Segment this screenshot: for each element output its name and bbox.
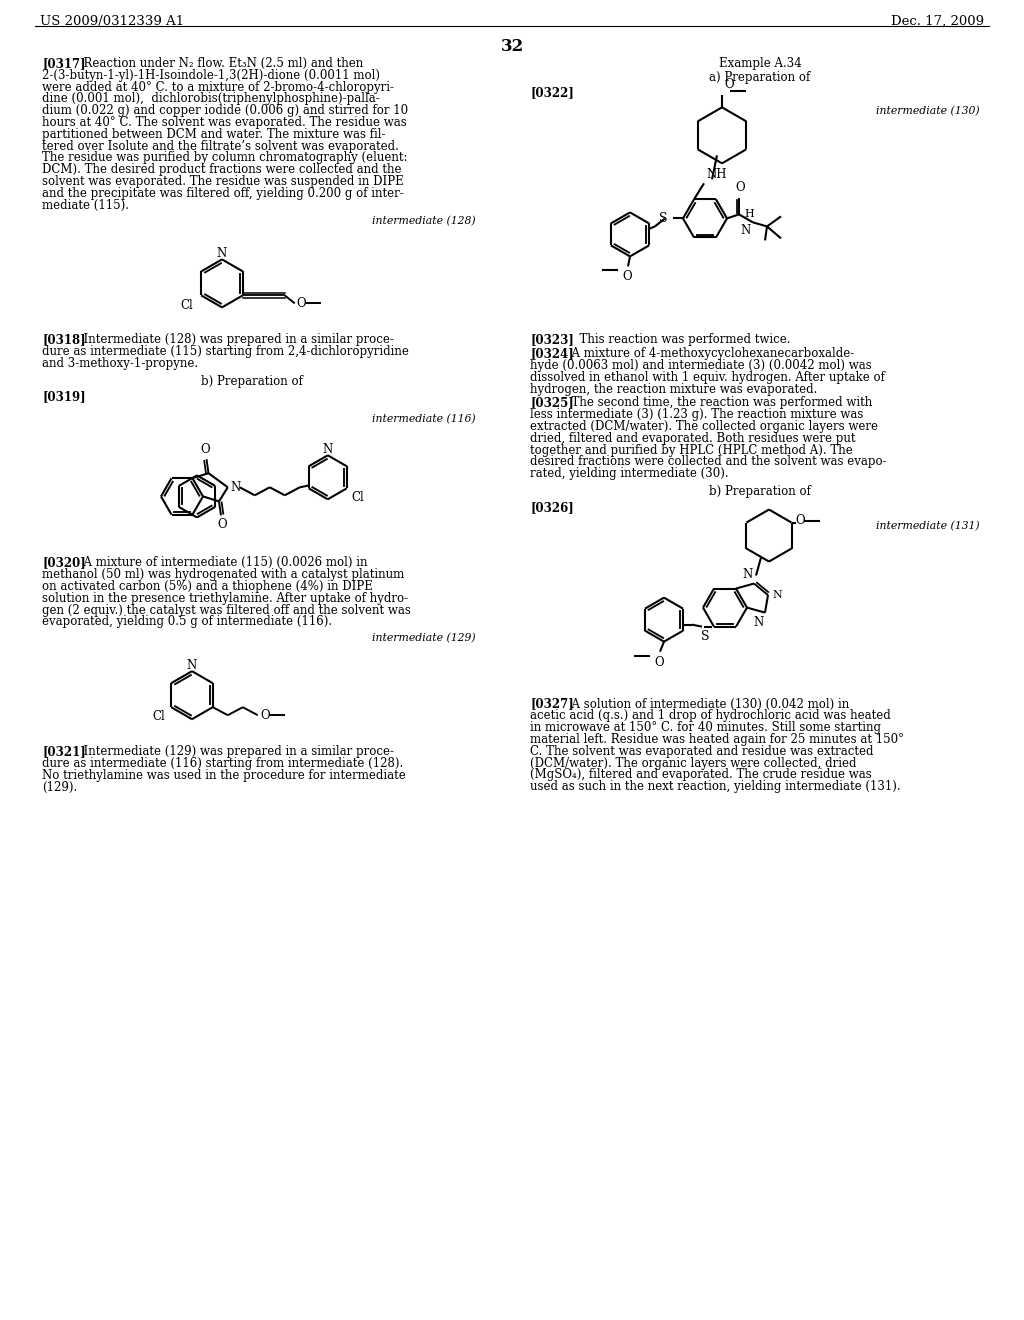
Text: 32: 32 [501, 38, 523, 55]
Text: [0321]: [0321] [42, 746, 86, 758]
Text: H: H [744, 210, 754, 219]
Text: O: O [217, 519, 226, 532]
Text: Intermediate (129) was prepared in a similar proce-: Intermediate (129) was prepared in a sim… [76, 746, 393, 758]
Text: intermediate (116): intermediate (116) [372, 414, 475, 425]
Text: The residue was purified by column chromatography (eluent:: The residue was purified by column chrom… [42, 152, 408, 165]
Text: NH: NH [706, 169, 726, 181]
Text: O: O [735, 181, 744, 194]
Text: (129).: (129). [42, 780, 77, 793]
Text: [0325]: [0325] [530, 396, 573, 409]
Text: desired fractions were collected and the solvent was evapo-: desired fractions were collected and the… [530, 455, 887, 469]
Text: rated, yielding intermediate (30).: rated, yielding intermediate (30). [530, 467, 729, 480]
Text: were added at 40° C. to a mixture of 2-bromo-4-chloropyri-: were added at 40° C. to a mixture of 2-b… [42, 81, 394, 94]
Text: This reaction was performed twice.: This reaction was performed twice. [572, 334, 791, 346]
Text: [0327]: [0327] [530, 697, 573, 710]
Text: Intermediate (128) was prepared in a similar proce-: Intermediate (128) was prepared in a sim… [76, 334, 393, 346]
Text: DCM). The desired product fractions were collected and the: DCM). The desired product fractions were… [42, 164, 401, 176]
Text: [0322]: [0322] [530, 87, 573, 99]
Text: N: N [217, 247, 227, 260]
Text: (DCM/water). The organic layers were collected, dried: (DCM/water). The organic layers were col… [530, 756, 856, 770]
Text: intermediate (128): intermediate (128) [372, 216, 475, 227]
Text: and 3-methoxy-1-propyne.: and 3-methoxy-1-propyne. [42, 356, 198, 370]
Text: dried, filtered and evaporated. Both residues were put: dried, filtered and evaporated. Both res… [530, 432, 855, 445]
Text: O: O [297, 297, 306, 310]
Text: Cl: Cl [153, 710, 165, 723]
Text: (MgSO₄), filtered and evaporated. The crude residue was: (MgSO₄), filtered and evaporated. The cr… [530, 768, 871, 781]
Text: b) Preparation of: b) Preparation of [709, 484, 811, 498]
Text: acetic acid (q.s.) and 1 drop of hydrochloric acid was heated: acetic acid (q.s.) and 1 drop of hydroch… [530, 709, 891, 722]
Text: [0318]: [0318] [42, 334, 86, 346]
Text: N: N [230, 480, 241, 494]
Text: and the precipitate was filtered off, yielding 0.200 g of inter-: and the precipitate was filtered off, yi… [42, 187, 403, 199]
Text: [0317]: [0317] [42, 57, 86, 70]
Text: dissolved in ethanol with 1 equiv. hydrogen. After uptake of: dissolved in ethanol with 1 equiv. hydro… [530, 371, 885, 384]
Text: solvent was evaporated. The residue was suspended in DIPE: solvent was evaporated. The residue was … [42, 176, 403, 187]
Text: in microwave at 150° C. for 40 minutes. Still some starting: in microwave at 150° C. for 40 minutes. … [530, 721, 881, 734]
Text: US 2009/0312339 A1: US 2009/0312339 A1 [40, 15, 184, 28]
Text: less intermediate (3) (1.23 g). The reaction mixture was: less intermediate (3) (1.23 g). The reac… [530, 408, 863, 421]
Text: together and purified by HPLC (HPLC method A). The: together and purified by HPLC (HPLC meth… [530, 444, 853, 457]
Text: Dec. 17, 2009: Dec. 17, 2009 [891, 15, 984, 28]
Text: intermediate (129): intermediate (129) [372, 634, 475, 644]
Text: 2-(3-butyn-1-yl)-1H-Isoindole-1,3(2H)-dione (0.0011 mol): 2-(3-butyn-1-yl)-1H-Isoindole-1,3(2H)-di… [42, 69, 380, 82]
Text: material left. Residue was heated again for 25 minutes at 150°: material left. Residue was heated again … [530, 733, 904, 746]
Text: S: S [659, 213, 668, 224]
Text: a) Preparation of: a) Preparation of [710, 71, 811, 83]
Text: extracted (DCM/water). The collected organic layers were: extracted (DCM/water). The collected org… [530, 420, 878, 433]
Text: [0324]: [0324] [530, 347, 573, 360]
Text: solution in the presence triethylamine. After uptake of hydro-: solution in the presence triethylamine. … [42, 591, 409, 605]
Text: hydrogen, the reaction mixture was evaporated.: hydrogen, the reaction mixture was evapo… [530, 383, 817, 396]
Text: A solution of intermediate (130) (0.042 mol) in: A solution of intermediate (130) (0.042 … [563, 697, 849, 710]
Text: O: O [623, 271, 632, 284]
Text: intermediate (130): intermediate (130) [877, 107, 980, 116]
Text: [0320]: [0320] [42, 557, 86, 569]
Text: N: N [323, 442, 333, 455]
Text: O: O [654, 656, 664, 669]
Text: Cl: Cl [352, 491, 365, 504]
Text: A mixture of intermediate (115) (0.0026 mol) in: A mixture of intermediate (115) (0.0026 … [76, 557, 367, 569]
Text: dure as intermediate (116) starting from intermediate (128).: dure as intermediate (116) starting from… [42, 756, 403, 770]
Text: hyde (0.0063 mol) and intermediate (3) (0.0042 mol) was: hyde (0.0063 mol) and intermediate (3) (… [530, 359, 871, 372]
Text: dium (0.022 g) and copper iodide (0.006 g) and stirred for 10: dium (0.022 g) and copper iodide (0.006 … [42, 104, 409, 117]
Text: on activated carbon (5%) and a thiophene (4%) in DIPE: on activated carbon (5%) and a thiophene… [42, 579, 373, 593]
Text: gen (2 equiv.) the catalyst was filtered off and the solvent was: gen (2 equiv.) the catalyst was filtered… [42, 603, 411, 616]
Text: intermediate (131): intermediate (131) [877, 520, 980, 531]
Text: C. The solvent was evaporated and residue was extracted: C. The solvent was evaporated and residu… [530, 744, 873, 758]
Text: N: N [742, 568, 753, 581]
Text: O: O [796, 513, 805, 527]
Text: [0326]: [0326] [530, 500, 573, 513]
Text: mediate (115).: mediate (115). [42, 198, 129, 211]
Text: [0319]: [0319] [42, 391, 86, 404]
Text: b) Preparation of: b) Preparation of [201, 375, 303, 388]
Text: Cl: Cl [180, 300, 194, 313]
Text: No triethylamine was used in the procedure for intermediate: No triethylamine was used in the procedu… [42, 768, 406, 781]
Text: [0323]: [0323] [530, 334, 573, 346]
Text: A mixture of 4-methoxycyclohexanecarboxalde-: A mixture of 4-methoxycyclohexanecarboxa… [563, 347, 854, 360]
Text: partitioned between DCM and water. The mixture was fil-: partitioned between DCM and water. The m… [42, 128, 385, 141]
Text: O: O [724, 78, 733, 91]
Text: S: S [700, 630, 709, 643]
Text: used as such in the next reaction, yielding intermediate (131).: used as such in the next reaction, yield… [530, 780, 901, 793]
Text: dure as intermediate (115) starting from 2,4-dichloropyridine: dure as intermediate (115) starting from… [42, 346, 409, 358]
Text: Reaction under N₂ flow. Et₃N (2.5 ml) and then: Reaction under N₂ flow. Et₃N (2.5 ml) an… [76, 57, 362, 70]
Text: O: O [261, 709, 270, 722]
Text: O: O [201, 444, 210, 457]
Text: methanol (50 ml) was hydrogenated with a catalyst platinum: methanol (50 ml) was hydrogenated with a… [42, 568, 404, 581]
Text: N: N [740, 224, 751, 238]
Text: The second time, the reaction was performed with: The second time, the reaction was perfor… [563, 396, 871, 409]
Text: tered over Isolute and the filtrate’s solvent was evaporated.: tered over Isolute and the filtrate’s so… [42, 140, 399, 153]
Text: N: N [186, 659, 198, 672]
Text: N: N [772, 590, 781, 601]
Text: N: N [754, 615, 764, 628]
Text: dine (0.001 mol),  dichlorobis(triphenylphosphine)-palla-: dine (0.001 mol), dichlorobis(triphenylp… [42, 92, 380, 106]
Text: evaporated, yielding 0.5 g of intermediate (116).: evaporated, yielding 0.5 g of intermedia… [42, 615, 332, 628]
Text: Example A.34: Example A.34 [719, 57, 802, 70]
Text: hours at 40° C. The solvent was evaporated. The residue was: hours at 40° C. The solvent was evaporat… [42, 116, 407, 129]
